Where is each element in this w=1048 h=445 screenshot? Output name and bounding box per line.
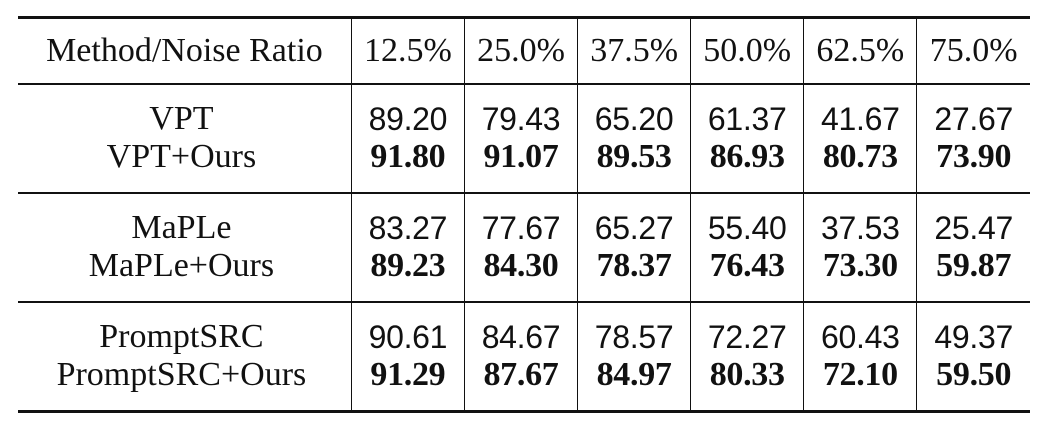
table-cell-best: 89.53 — [577, 137, 691, 193]
ratio-header-50-0: 50.0% — [690, 17, 804, 84]
promptsrc-group: PromptSRC 90.61 84.67 78.57 72.27 60.43 … — [18, 301, 1030, 411]
vpt-group: VPT 89.20 79.43 65.20 61.37 41.67 27.67 … — [18, 83, 1030, 193]
results-table-container: Method/Noise Ratio 12.5% 25.0% 37.5% 50.… — [18, 16, 1030, 413]
table-cell: 49.37 — [916, 301, 1030, 356]
table-cell: 41.67 — [803, 83, 917, 138]
table-cell-best: 86.93 — [690, 137, 804, 193]
table-row: PromptSRC 90.61 84.67 78.57 72.27 60.43 … — [18, 301, 1030, 356]
table-row: PromptSRC+Ours 91.29 87.67 84.97 80.33 7… — [18, 355, 1030, 411]
table-cell: 55.40 — [690, 192, 804, 247]
ratio-header-75-0: 75.0% — [916, 17, 1030, 84]
table-cell-best: 78.37 — [577, 246, 691, 302]
table-cell-best: 73.30 — [803, 246, 917, 302]
table-cell: 60.43 — [803, 301, 917, 356]
method-name: MaPLe — [131, 208, 232, 246]
table-row: MaPLe 83.27 77.67 65.27 55.40 37.53 25.4… — [18, 192, 1030, 247]
table-cell: 25.47 — [916, 192, 1030, 247]
table-cell: 65.20 — [577, 83, 691, 138]
table-row: VPT+Ours 91.80 91.07 89.53 86.93 80.73 7… — [18, 137, 1030, 193]
table-cell-best: 80.73 — [803, 137, 917, 193]
table-cell-best: 87.67 — [463, 355, 578, 411]
table-cell: 72.27 — [690, 301, 804, 356]
ratio-header-12-5: 12.5% — [350, 17, 465, 84]
table-cell: 77.67 — [463, 192, 578, 247]
ratio-header-25-0: 25.0% — [463, 17, 578, 84]
table-cell-best: 89.23 — [350, 246, 465, 302]
table-cell-best: 84.97 — [577, 355, 691, 411]
table-cell: 37.53 — [803, 192, 917, 247]
ratio-header-37-5: 37.5% — [577, 17, 691, 84]
ratio-header-62-5: 62.5% — [803, 17, 917, 84]
table-cell-best: 91.80 — [350, 137, 465, 193]
table-cell: 84.67 — [463, 301, 578, 356]
header-row: Method/Noise Ratio 12.5% 25.0% 37.5% 50.… — [18, 17, 1030, 84]
table-cell-best: 91.07 — [463, 137, 578, 193]
method-name: PromptSRC — [99, 317, 264, 355]
method-name: VPT — [149, 99, 214, 137]
table-cell-best: 59.87 — [916, 246, 1030, 302]
table-cell: 61.37 — [690, 83, 804, 138]
method-name: VPT+Ours — [106, 137, 257, 175]
table-row: VPT 89.20 79.43 65.20 61.37 41.67 27.67 — [18, 83, 1030, 138]
table-cell-best: 91.29 — [350, 355, 465, 411]
table-cell: 90.61 — [350, 301, 465, 356]
table-cell-best: 72.10 — [803, 355, 917, 411]
table-cell: 65.27 — [577, 192, 691, 247]
table-cell: 27.67 — [916, 83, 1030, 138]
table-cell: 89.20 — [350, 83, 465, 138]
table-cell-best: 76.43 — [690, 246, 804, 302]
method-name: MaPLe+Ours — [88, 246, 275, 284]
method-name: PromptSRC+Ours — [56, 355, 307, 393]
table-cell: 79.43 — [463, 83, 578, 138]
table-cell: 78.57 — [577, 301, 691, 356]
table-cell-best: 80.33 — [690, 355, 804, 411]
table-row: MaPLe+Ours 89.23 84.30 78.37 76.43 73.30… — [18, 246, 1030, 302]
method-column-header: Method/Noise Ratio — [46, 31, 323, 69]
noise-ratio-results-table: Method/Noise Ratio 12.5% 25.0% 37.5% 50.… — [18, 16, 1030, 413]
maple-group: MaPLe 83.27 77.67 65.27 55.40 37.53 25.4… — [18, 192, 1030, 302]
table-cell: 83.27 — [350, 192, 465, 247]
table-cell-best: 84.30 — [463, 246, 578, 302]
table-cell-best: 59.50 — [916, 355, 1030, 411]
table-cell-best: 73.90 — [916, 137, 1030, 193]
